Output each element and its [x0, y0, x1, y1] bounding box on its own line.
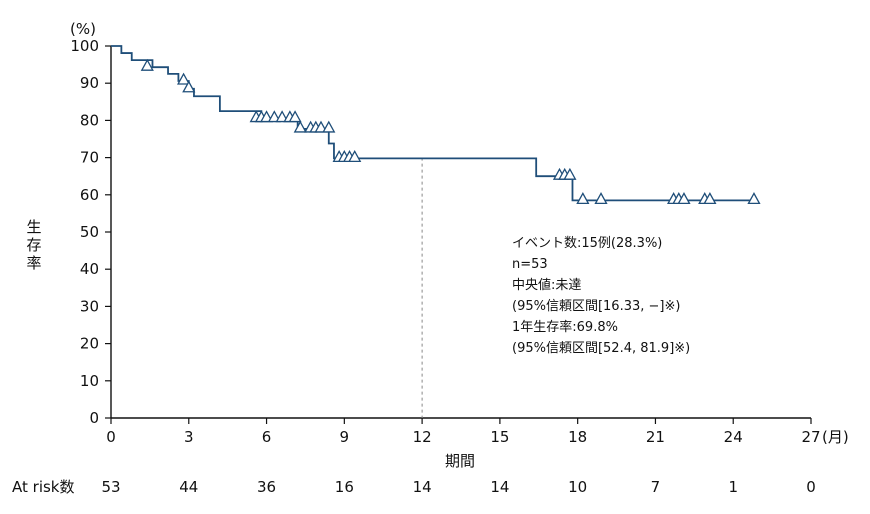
- y-tick-label: 20: [80, 335, 99, 353]
- censor-marker: [747, 192, 761, 205]
- annotation-line: 中央値:未達: [512, 277, 581, 293]
- censor-marker: [275, 110, 289, 123]
- censor-marks: [140, 58, 761, 205]
- at-risk-label: At risk数: [12, 478, 74, 496]
- x-axis-title: 期間: [445, 452, 475, 470]
- at-risk-value: 36: [257, 478, 276, 496]
- at-risk-values: 53 44 36 16 14 14 10 7 1 0: [101, 478, 815, 496]
- censor-marker: [576, 192, 590, 205]
- y-ticks: 0 10 20 30 40 50 60 70 80 90 100: [70, 37, 111, 427]
- y-tick-label: 10: [80, 372, 99, 390]
- series-group: [111, 45, 757, 202]
- y-tick-label: 30: [80, 297, 99, 315]
- x-tick-label: 12: [413, 428, 432, 446]
- x-tick-label: 0: [106, 428, 116, 446]
- censor-marker: [594, 192, 608, 205]
- annotation-line: (95%信頼区間[16.33, −]※): [512, 299, 680, 314]
- censor-marker: [267, 110, 281, 123]
- x-tick-label: 21: [646, 428, 665, 446]
- annotation-line: n=53: [512, 257, 548, 272]
- annotation-block: イベント数:15例(28.3%) n=53 中央値:未達 (95%信頼区間[16.33…: [512, 236, 690, 356]
- y-tick-label: 60: [80, 186, 99, 204]
- x-tick-label: 27: [801, 428, 820, 446]
- at-risk-value: 53: [101, 478, 120, 496]
- censor-marker: [348, 149, 362, 162]
- censor-marker: [182, 80, 196, 93]
- at-risk-value: 1: [728, 478, 738, 496]
- censor-marker: [259, 110, 274, 123]
- censor-marker: [677, 192, 691, 205]
- x-tick-label: 6: [262, 428, 272, 446]
- censor-marker: [703, 192, 717, 205]
- at-risk-value: 14: [490, 478, 509, 496]
- y-tick-label: 100: [70, 37, 99, 55]
- y-axis-title: 生存率: [26, 218, 41, 272]
- at-risk-value: 14: [413, 478, 432, 496]
- annotation-line: 1年生存率:69.8%: [512, 319, 618, 335]
- survival-curve: [111, 45, 757, 202]
- at-risk-value: 16: [335, 478, 354, 496]
- x-tick-label: 24: [724, 428, 743, 446]
- y-tick-label: 40: [80, 260, 99, 278]
- y-tick-label: 70: [80, 149, 99, 167]
- axes: [110, 46, 811, 419]
- y-axis-title-char: 率: [26, 254, 41, 272]
- y-axis-title-char: 生: [26, 218, 41, 236]
- at-risk-value: 7: [651, 478, 661, 496]
- x-tick-label: 15: [490, 428, 509, 446]
- at-risk-value: 0: [806, 478, 816, 496]
- censor-marker: [288, 110, 302, 123]
- censor-marker: [176, 72, 191, 85]
- x-tick-label: 9: [340, 428, 350, 446]
- censor-marker: [293, 120, 307, 133]
- y-tick-label: 80: [80, 111, 99, 129]
- at-risk-value: 10: [568, 478, 587, 496]
- censor-marker: [322, 120, 336, 133]
- y-tick-label: 0: [89, 409, 99, 427]
- y-tick-label: 90: [80, 74, 99, 92]
- x-unit-label: (月): [822, 428, 849, 446]
- y-unit-label: (%): [70, 20, 96, 38]
- y-axis-title-char: 存: [26, 236, 41, 254]
- annotation-line: (95%信頼区間[52.4, 81.9]※): [512, 341, 690, 356]
- at-risk-value: 44: [179, 478, 198, 496]
- annotation-line: イベント数:15例(28.3%): [512, 236, 662, 251]
- y-tick-label: 50: [80, 223, 99, 241]
- x-tick-label: 3: [184, 428, 194, 446]
- censor-marker: [140, 58, 154, 71]
- censor-marker: [314, 120, 328, 133]
- x-tick-label: 18: [568, 428, 587, 446]
- x-ticks: 0 3 6 9 12 15 18 21 24 27: [106, 418, 821, 446]
- censor-marker: [563, 167, 577, 180]
